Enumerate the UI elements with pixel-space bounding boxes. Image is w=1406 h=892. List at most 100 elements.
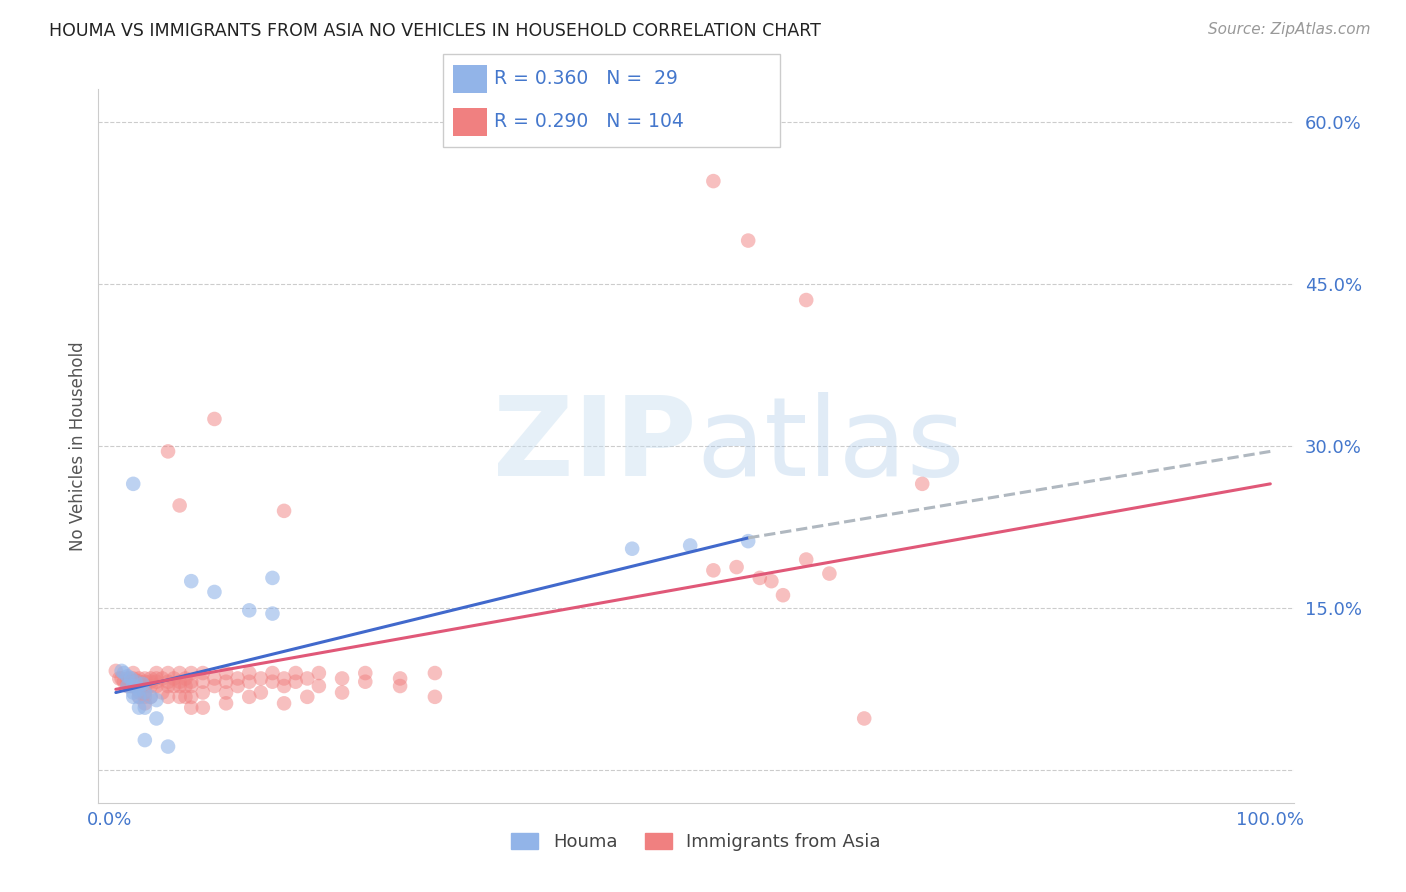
Point <box>262 571 284 585</box>
Point <box>226 672 249 686</box>
Point <box>122 674 145 689</box>
Point <box>284 674 307 689</box>
Point <box>226 679 249 693</box>
Point <box>423 666 446 681</box>
Point <box>163 672 186 686</box>
Point <box>174 672 197 686</box>
Point <box>853 711 876 725</box>
Point <box>128 682 150 697</box>
Point <box>124 674 146 689</box>
Point <box>150 685 173 699</box>
Point <box>772 588 794 602</box>
Point <box>157 679 180 693</box>
FancyBboxPatch shape <box>443 54 780 147</box>
Point <box>204 585 226 599</box>
Point <box>354 674 377 689</box>
Point <box>308 679 330 693</box>
Point <box>215 696 238 710</box>
Point <box>150 672 173 686</box>
Point <box>104 664 127 678</box>
Point <box>169 690 191 704</box>
Point <box>139 690 162 704</box>
Point <box>145 711 167 725</box>
Point <box>134 674 156 689</box>
Point <box>128 690 150 704</box>
Point <box>134 685 156 699</box>
Point <box>128 679 150 693</box>
Text: R = 0.360   N =  29: R = 0.360 N = 29 <box>494 70 678 88</box>
Point <box>128 690 150 704</box>
Point <box>174 690 197 704</box>
Point <box>122 690 145 704</box>
Point <box>134 696 156 710</box>
Point <box>191 674 214 689</box>
Point <box>389 679 412 693</box>
Point <box>145 679 167 693</box>
Point <box>145 693 167 707</box>
Point <box>163 679 186 693</box>
Point <box>169 679 191 693</box>
Point <box>180 574 202 589</box>
Point <box>215 685 238 699</box>
Point <box>297 690 319 704</box>
Point <box>139 690 162 704</box>
Point <box>389 672 412 686</box>
Point <box>112 666 135 681</box>
Point <box>180 690 202 704</box>
Point <box>180 666 202 681</box>
Point <box>134 700 156 714</box>
Text: atlas: atlas <box>696 392 965 500</box>
Point <box>117 679 139 693</box>
Point <box>108 672 131 686</box>
Point <box>157 444 180 458</box>
Point <box>117 674 139 689</box>
Point <box>139 672 162 686</box>
Text: HOUMA VS IMMIGRANTS FROM ASIA NO VEHICLES IN HOUSEHOLD CORRELATION CHART: HOUMA VS IMMIGRANTS FROM ASIA NO VEHICLE… <box>49 22 821 40</box>
Point <box>117 672 139 686</box>
Point <box>180 674 202 689</box>
Point <box>215 666 238 681</box>
Point <box>191 685 214 699</box>
Point <box>157 739 180 754</box>
Point <box>128 672 150 686</box>
Point <box>122 666 145 681</box>
Point <box>112 674 135 689</box>
Point <box>122 672 145 686</box>
Point <box>273 504 295 518</box>
Point <box>284 666 307 681</box>
FancyBboxPatch shape <box>453 108 486 136</box>
Point <box>238 674 260 689</box>
Point <box>169 674 191 689</box>
Point <box>273 679 295 693</box>
Point <box>330 685 353 699</box>
Point <box>191 700 214 714</box>
Point <box>157 674 180 689</box>
Point <box>191 666 214 681</box>
Point <box>262 607 284 621</box>
Point <box>204 412 226 426</box>
Point <box>134 690 156 704</box>
Point <box>250 685 273 699</box>
Point <box>679 539 702 553</box>
Point <box>180 700 202 714</box>
Point <box>238 603 260 617</box>
Point <box>128 674 150 689</box>
Point <box>911 476 934 491</box>
Point <box>215 674 238 689</box>
Point <box>117 679 139 693</box>
Point <box>702 563 724 577</box>
Point <box>737 234 759 248</box>
Point <box>725 560 748 574</box>
Point <box>169 666 191 681</box>
Point <box>128 685 150 699</box>
Point <box>702 174 724 188</box>
Point <box>122 685 145 699</box>
Point <box>250 672 273 686</box>
Point <box>423 690 446 704</box>
Point <box>354 666 377 681</box>
Point <box>818 566 841 581</box>
Point <box>273 672 295 686</box>
Point <box>124 674 146 689</box>
Point <box>204 672 226 686</box>
Point <box>139 679 162 693</box>
